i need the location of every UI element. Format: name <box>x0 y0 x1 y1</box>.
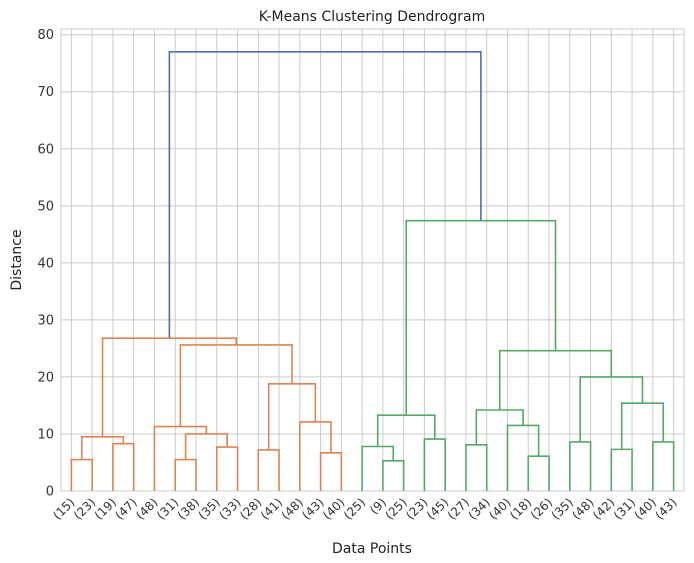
dendrogram-link <box>319 451 343 491</box>
dendrogram-link <box>465 444 488 491</box>
dendrogram-link <box>527 455 550 491</box>
dendrogram-link <box>620 402 665 450</box>
x-axis-leaf-labels: (15)(23)(19)(47)(48)(31)(38)(35)(33)(28)… <box>50 495 680 522</box>
dendrogram-link <box>112 442 135 491</box>
dendrogram-link <box>299 421 332 491</box>
y-tick-label: 50 <box>37 199 54 214</box>
y-tick-label: 10 <box>37 427 54 442</box>
dendrogram-link <box>610 448 633 491</box>
y-tick-label: 80 <box>37 28 54 43</box>
y-tick-label: 0 <box>46 485 54 500</box>
y-tick-label: 30 <box>37 313 54 328</box>
dendrogram-link <box>101 337 238 437</box>
dendrogram-link <box>498 349 613 411</box>
leaf-label: (25) <box>341 495 368 522</box>
dendrogram-link <box>376 414 436 447</box>
dendrogram-link <box>652 441 675 491</box>
dendrogram-link <box>174 458 197 491</box>
y-tick-label: 70 <box>37 85 54 100</box>
chart-title: K-Means Clustering Dendrogram <box>259 9 485 25</box>
dendrogram-link <box>215 446 239 491</box>
y-axis-ticks: 0 10 20 30 40 50 60 70 80 <box>37 28 54 499</box>
leaf-label: (43) <box>652 495 679 522</box>
grid <box>61 29 684 492</box>
dendrogram-link <box>80 436 125 460</box>
y-tick-label: 20 <box>37 370 54 385</box>
dendrogram-link <box>475 409 524 445</box>
dendrogram-links <box>70 51 675 491</box>
y-tick-label: 60 <box>37 142 54 157</box>
x-axis-label: Data Points <box>332 541 412 557</box>
dendrogram-link <box>267 382 317 450</box>
dendrogram-link <box>423 438 446 491</box>
dendrogram-link <box>506 424 540 491</box>
dendrogram-link <box>361 445 395 491</box>
dendrogram-link <box>184 433 228 460</box>
y-axis-label: Distance <box>9 229 25 290</box>
dendrogram-link <box>179 344 293 427</box>
dendrogram-link <box>153 425 208 491</box>
y-tick-label: 40 <box>37 256 54 271</box>
dendrogram-link <box>382 459 405 491</box>
dendrogram-link <box>568 441 592 491</box>
dendrogram-link <box>70 458 93 491</box>
dendrogram-link <box>579 376 644 442</box>
dendrogram-link <box>257 449 280 491</box>
plot-area-border <box>60 28 685 492</box>
dendrogram-link <box>168 51 482 339</box>
dendrogram-link <box>405 219 557 416</box>
